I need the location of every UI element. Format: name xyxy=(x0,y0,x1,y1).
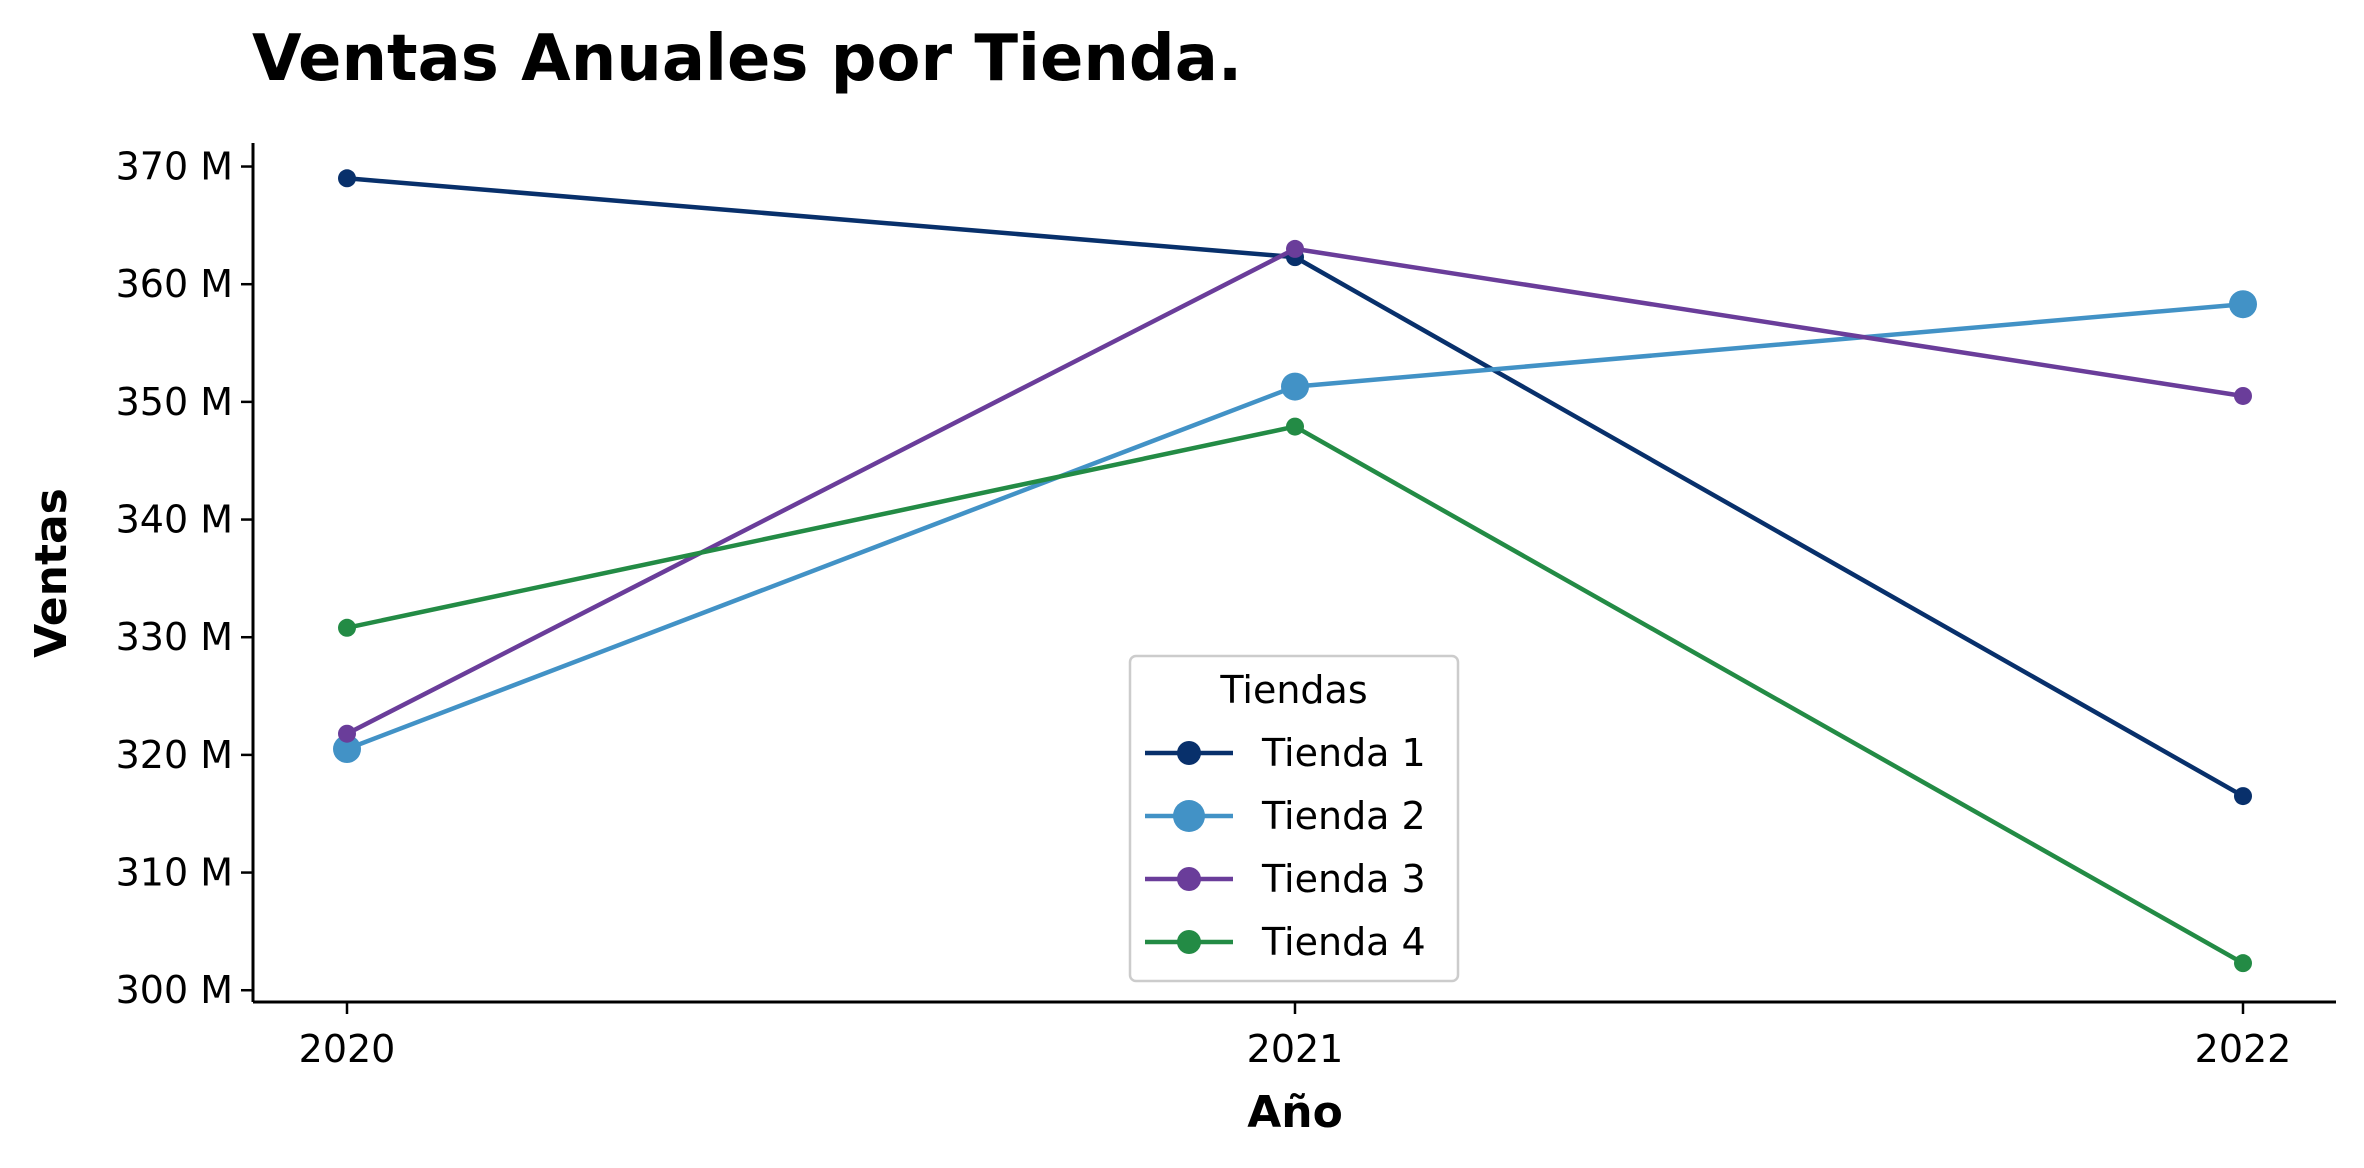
legend-frame xyxy=(1128,654,1460,983)
data-point xyxy=(338,724,356,743)
legend-label: Tienda 4 xyxy=(1261,920,1426,964)
legend: Tiendas Tienda 1 Tienda 2 Tienda 3 Tienda 4 xyxy=(1128,654,1460,983)
y-tick-label: 330 M xyxy=(116,615,233,659)
legend-item: Tienda 3 xyxy=(1145,857,1426,901)
y-tick-label: 320 M xyxy=(116,733,233,777)
legend-swatch-marker xyxy=(1177,930,1201,954)
x-tick-label: 2022 xyxy=(2195,1027,2292,1071)
y-tick-label: 310 M xyxy=(116,851,233,895)
data-point xyxy=(2234,787,2252,806)
legend-item: Tienda 4 xyxy=(1145,920,1426,964)
legend-item: Tienda 1 xyxy=(1145,731,1426,775)
legend-swatch-marker xyxy=(1177,867,1201,891)
data-point xyxy=(2234,954,2252,973)
data-point xyxy=(338,618,356,637)
x-tick-label: 2021 xyxy=(1247,1027,1344,1071)
axes: 300 M 310 M 320 M 330 M 340 M 350 M 360 M 370 M… xyxy=(116,143,2336,1071)
data-point xyxy=(1286,239,1304,258)
legend-swatch-marker xyxy=(1177,741,1201,765)
data-point xyxy=(1286,417,1304,436)
series-2 xyxy=(333,290,2257,764)
legend-title: Tiendas xyxy=(1219,668,1367,712)
series-layer xyxy=(333,169,2257,973)
y-tick-label: 300 M xyxy=(116,968,233,1012)
data-point xyxy=(333,735,361,764)
chart-title: Ventas Anuales por Tienda. xyxy=(252,22,1242,96)
y-tick-label: 340 M xyxy=(116,498,233,542)
y-tick-label: 370 M xyxy=(116,145,233,189)
y-tick-label: 360 M xyxy=(116,262,233,306)
data-point xyxy=(2234,386,2252,405)
legend-swatch-marker xyxy=(1173,800,1205,832)
legend-label: Tienda 1 xyxy=(1261,731,1426,775)
legend-label: Tienda 3 xyxy=(1261,857,1426,901)
y-tick-label: 350 M xyxy=(116,380,233,424)
legend-label: Tienda 2 xyxy=(1261,794,1426,838)
data-point xyxy=(2229,290,2257,319)
series-4 xyxy=(338,417,2252,973)
x-axis-label: Año xyxy=(1247,1087,1343,1138)
data-point xyxy=(1281,372,1309,401)
legend-item: Tienda 2 xyxy=(1145,794,1426,838)
y-axis-label: Ventas xyxy=(26,488,77,658)
series-3 xyxy=(338,239,2252,743)
x-tick-label: 2020 xyxy=(299,1027,396,1071)
data-point xyxy=(338,169,356,188)
